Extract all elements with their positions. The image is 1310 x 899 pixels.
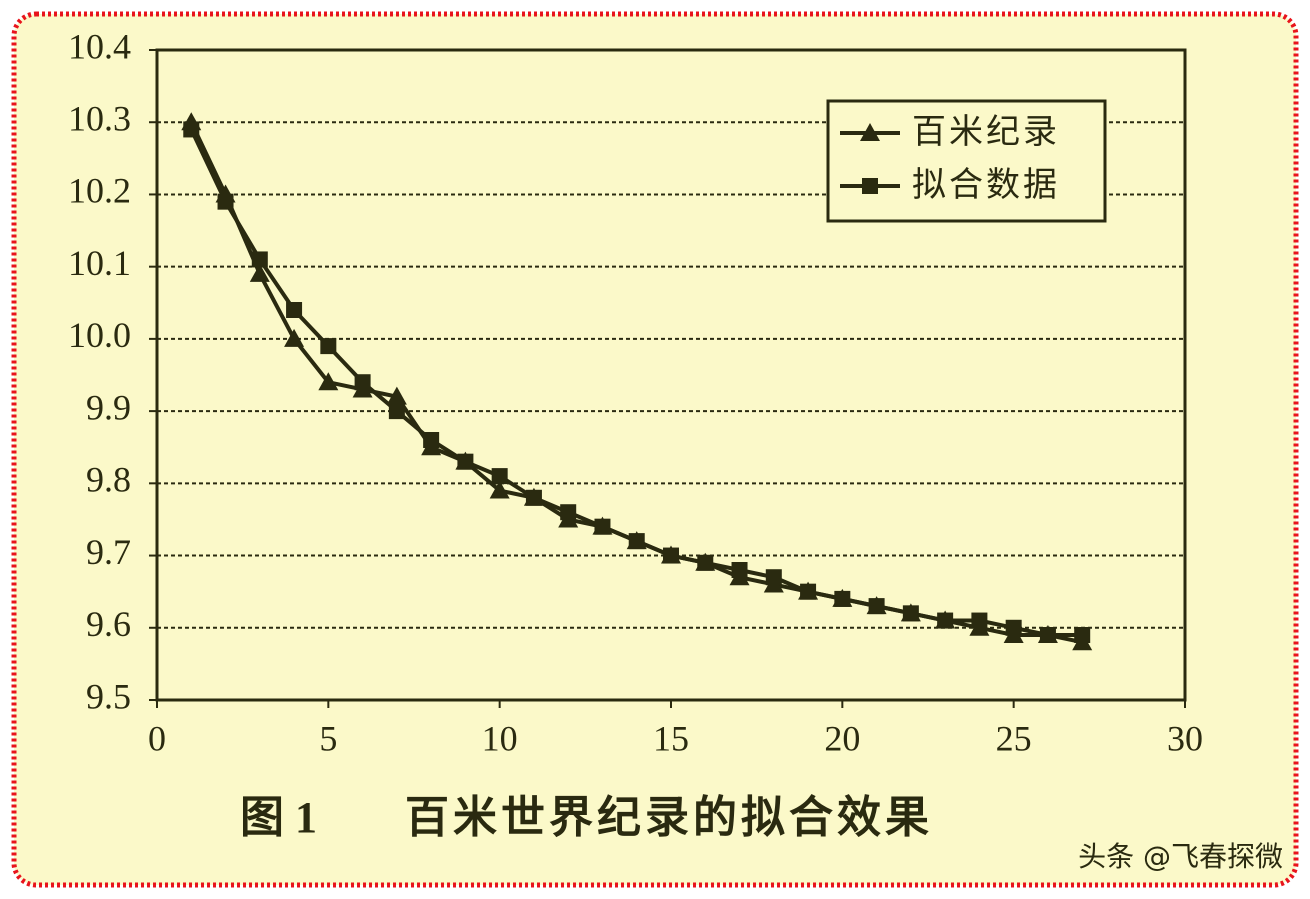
data-point	[1039, 627, 1056, 643]
data-point	[1074, 627, 1091, 643]
y-tick-label: 10.4	[68, 26, 131, 66]
data-point	[249, 263, 270, 282]
legend-label: 百米纪录	[912, 113, 1060, 151]
data-point	[594, 518, 611, 535]
data-point	[423, 432, 440, 448]
y-tick-label: 9.8	[86, 460, 131, 500]
figure-label: 图 1	[240, 793, 317, 842]
y-tick-label: 9.5	[86, 676, 131, 716]
data-point	[731, 562, 748, 578]
data-point	[525, 489, 542, 506]
y-tick-label: 9.7	[86, 532, 131, 572]
x-tick-label: 5	[319, 718, 337, 758]
data-point	[489, 480, 510, 499]
data-point	[286, 302, 303, 318]
plot-area	[155, 48, 1187, 702]
y-tick-label: 10.3	[68, 98, 131, 138]
data-point	[284, 328, 305, 347]
y-tick-label: 10.2	[68, 171, 131, 211]
y-tick-label: 10.1	[68, 243, 131, 283]
legend-marker	[860, 123, 880, 141]
data-point	[320, 338, 337, 355]
legend-marker	[862, 178, 878, 194]
data-point	[491, 468, 508, 485]
data-point	[902, 605, 919, 622]
y-tick-label: 10.0	[68, 315, 131, 355]
data-point	[388, 403, 405, 420]
data-point	[765, 569, 782, 586]
data-point	[183, 121, 200, 138]
data-point	[386, 386, 407, 405]
x-tick-label: 0	[148, 718, 166, 758]
data-point	[1005, 619, 1022, 636]
x-tick-label: 25	[996, 718, 1032, 758]
x-tick-label: 10	[482, 718, 518, 758]
legend-label: 拟合数据	[912, 166, 1060, 204]
chart-title: 百米世界纪录的拟合效果	[405, 793, 933, 842]
data-point	[834, 590, 851, 607]
data-point	[697, 554, 714, 571]
data-point	[971, 612, 988, 629]
data-point	[628, 533, 645, 550]
x-tick-label: 20	[824, 718, 860, 758]
data-point	[800, 583, 817, 600]
y-tick-label: 9.6	[86, 604, 131, 644]
data-point	[354, 374, 371, 391]
watermark: 头条 @飞春探微	[1078, 840, 1283, 873]
data-point	[560, 504, 577, 521]
data-point	[251, 251, 268, 268]
data-point	[663, 547, 679, 564]
frame	[11, 11, 1299, 888]
data-point	[217, 193, 234, 210]
y-tick-label: 9.9	[86, 387, 131, 427]
data-point	[868, 598, 885, 615]
data-point	[457, 453, 474, 470]
data-point	[318, 372, 339, 391]
legend-box	[826, 99, 1107, 223]
data-point	[937, 612, 954, 629]
x-tick-label: 15	[653, 718, 689, 758]
x-tick-label: 30	[1167, 718, 1203, 758]
